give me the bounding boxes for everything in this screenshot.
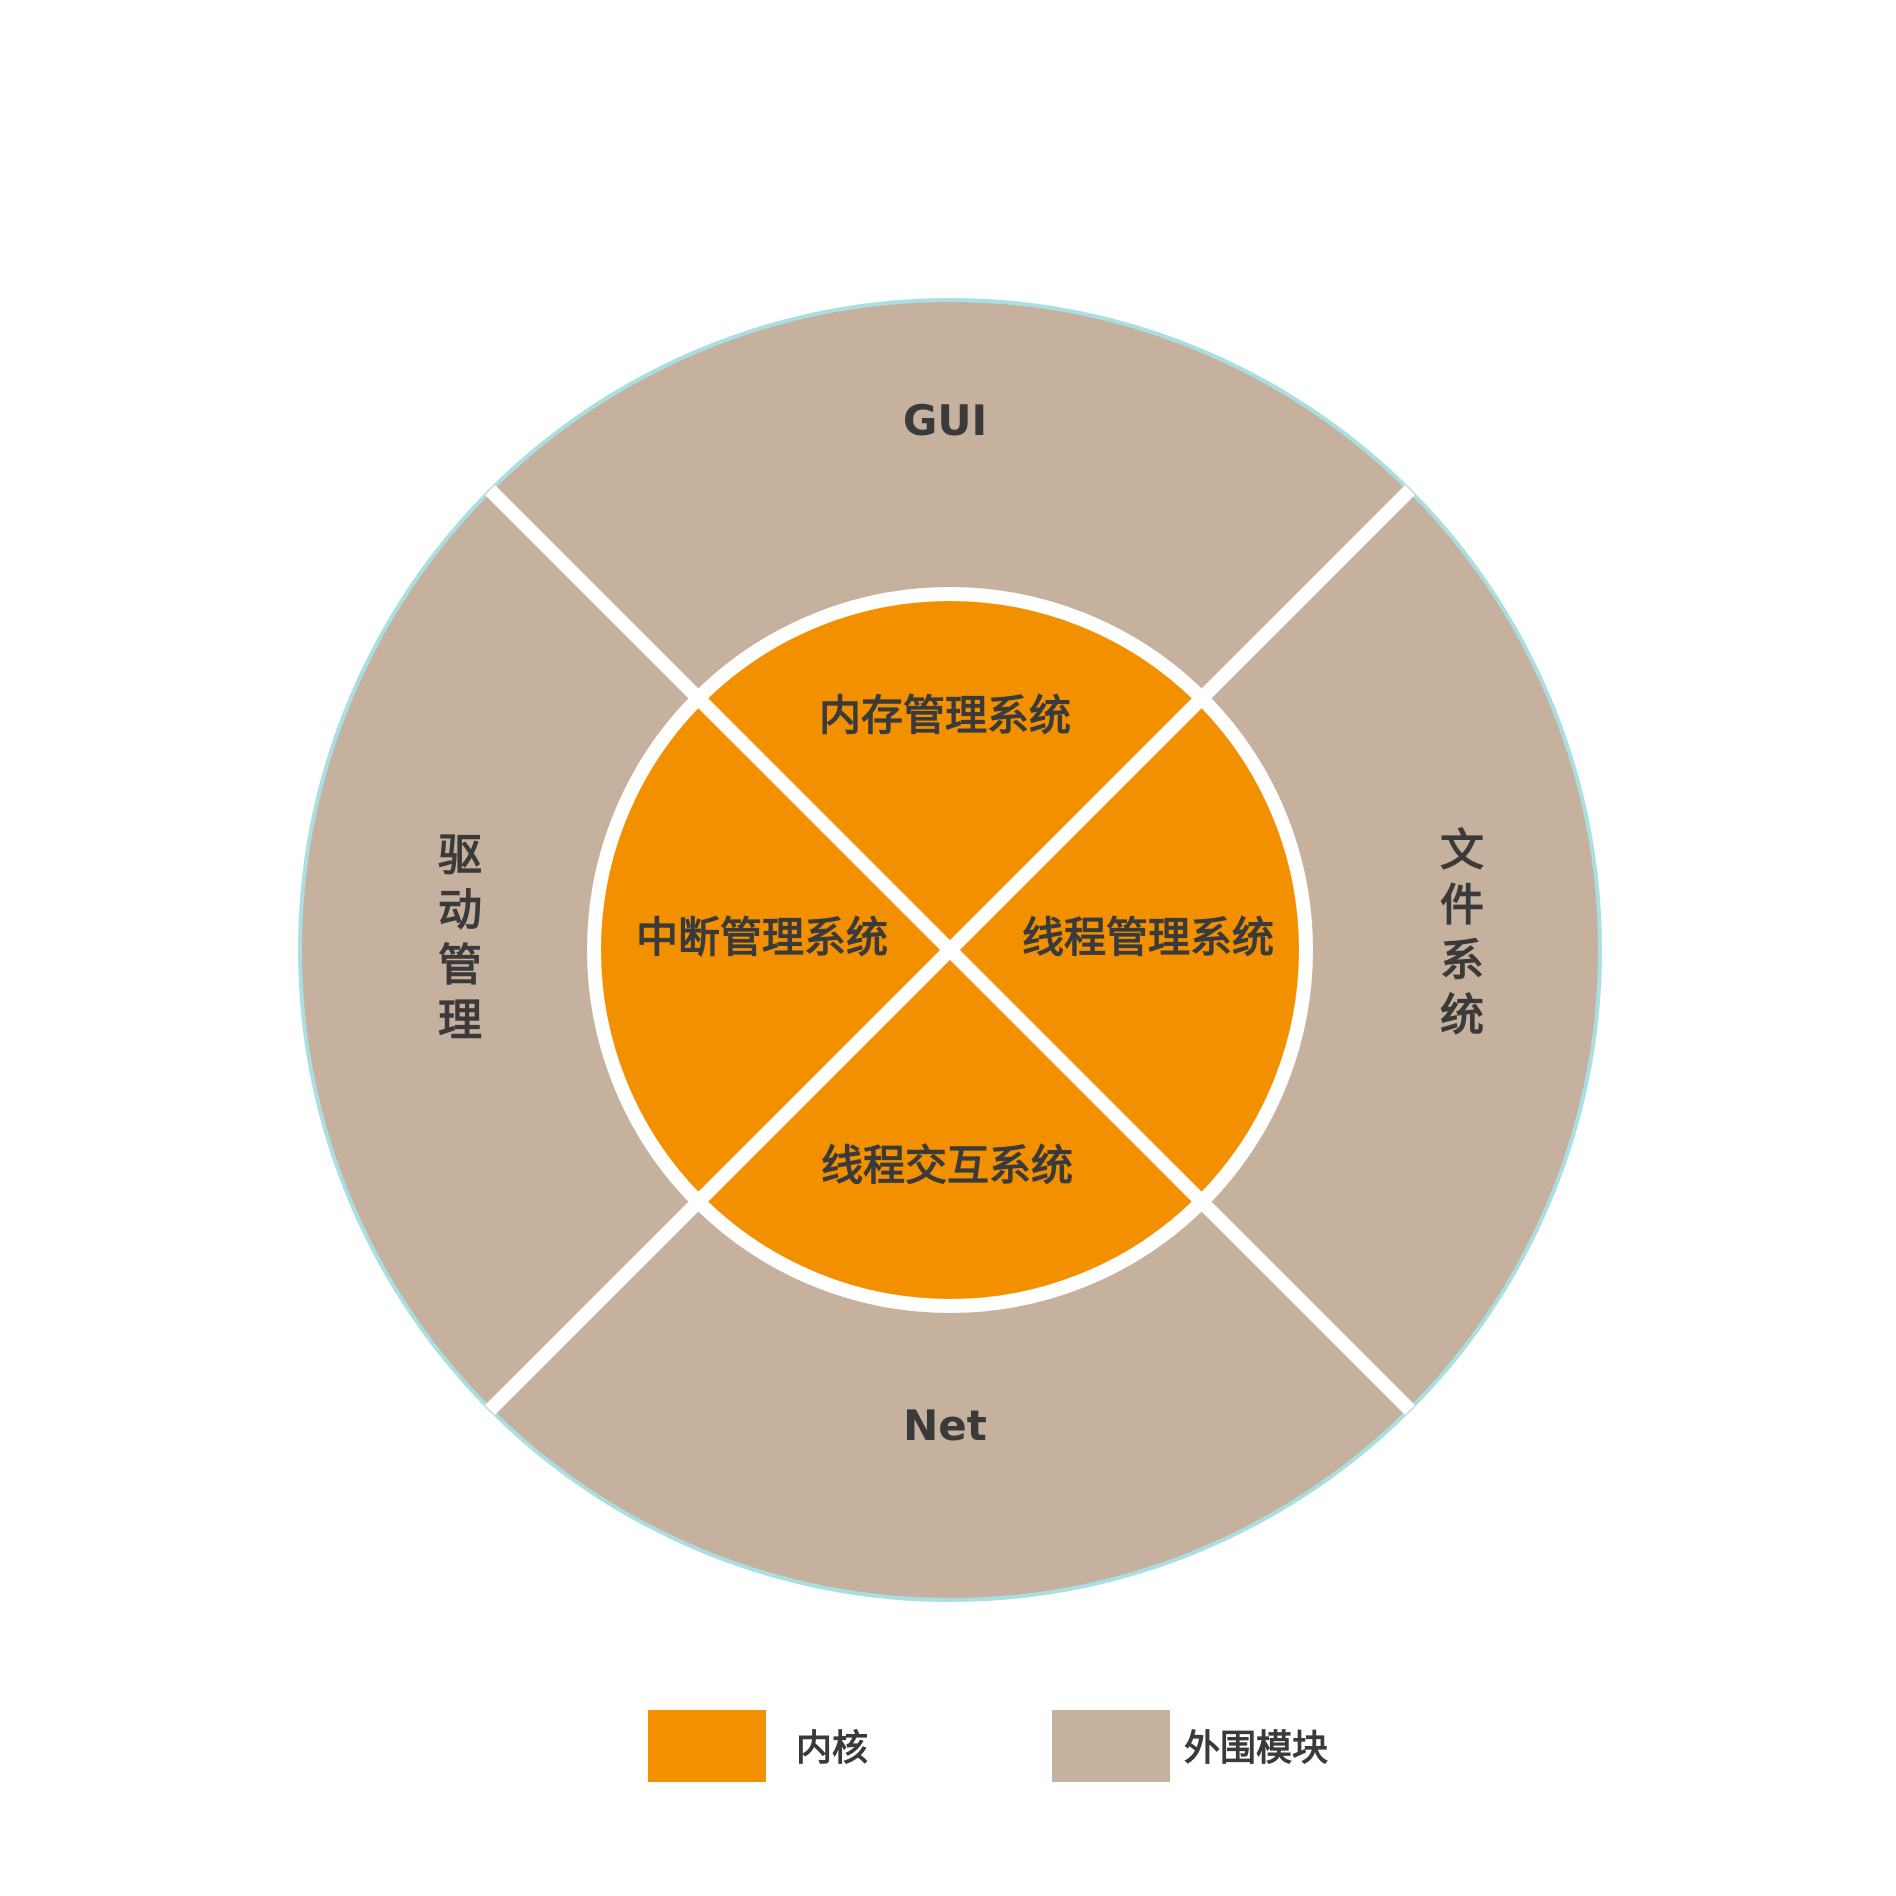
- legend-swatch-outer: [1052, 1710, 1170, 1782]
- kernel-label-thread-interaction: 线程交互系统: [821, 1141, 1073, 1190]
- outer-label-driver-char-4: 理: [438, 995, 482, 1046]
- kernel-label-interrupt: 中断管理系统: [636, 913, 888, 962]
- legend-label-outer: 外围模块: [1184, 1728, 1328, 1769]
- legend-swatch-kernel: [648, 1710, 766, 1782]
- kernel-label-thread-mgmt: 线程管理系统: [1022, 913, 1274, 962]
- inner-separator-ne-sw: [693, 693, 1207, 1207]
- outer-label-gui: GUI: [903, 396, 987, 445]
- kernel-label-memory: 内存管理系统: [819, 691, 1071, 740]
- outer-label-net: Net: [903, 1401, 987, 1450]
- outer-label-driver-char-1: 驱: [438, 830, 482, 881]
- outer-label-driver-char-2: 动: [438, 885, 482, 936]
- legend-label-kernel: 内核: [796, 1728, 868, 1769]
- outer-label-filesystem-char-3: 系: [1440, 935, 1484, 986]
- outer-label-filesystem-char-2: 件: [1440, 880, 1484, 931]
- outer-label-filesystem-char-1: 文: [1440, 825, 1484, 876]
- outer-label-filesystem-char-4: 统: [1440, 990, 1484, 1041]
- outer-label-driver-char-3: 管: [438, 940, 482, 991]
